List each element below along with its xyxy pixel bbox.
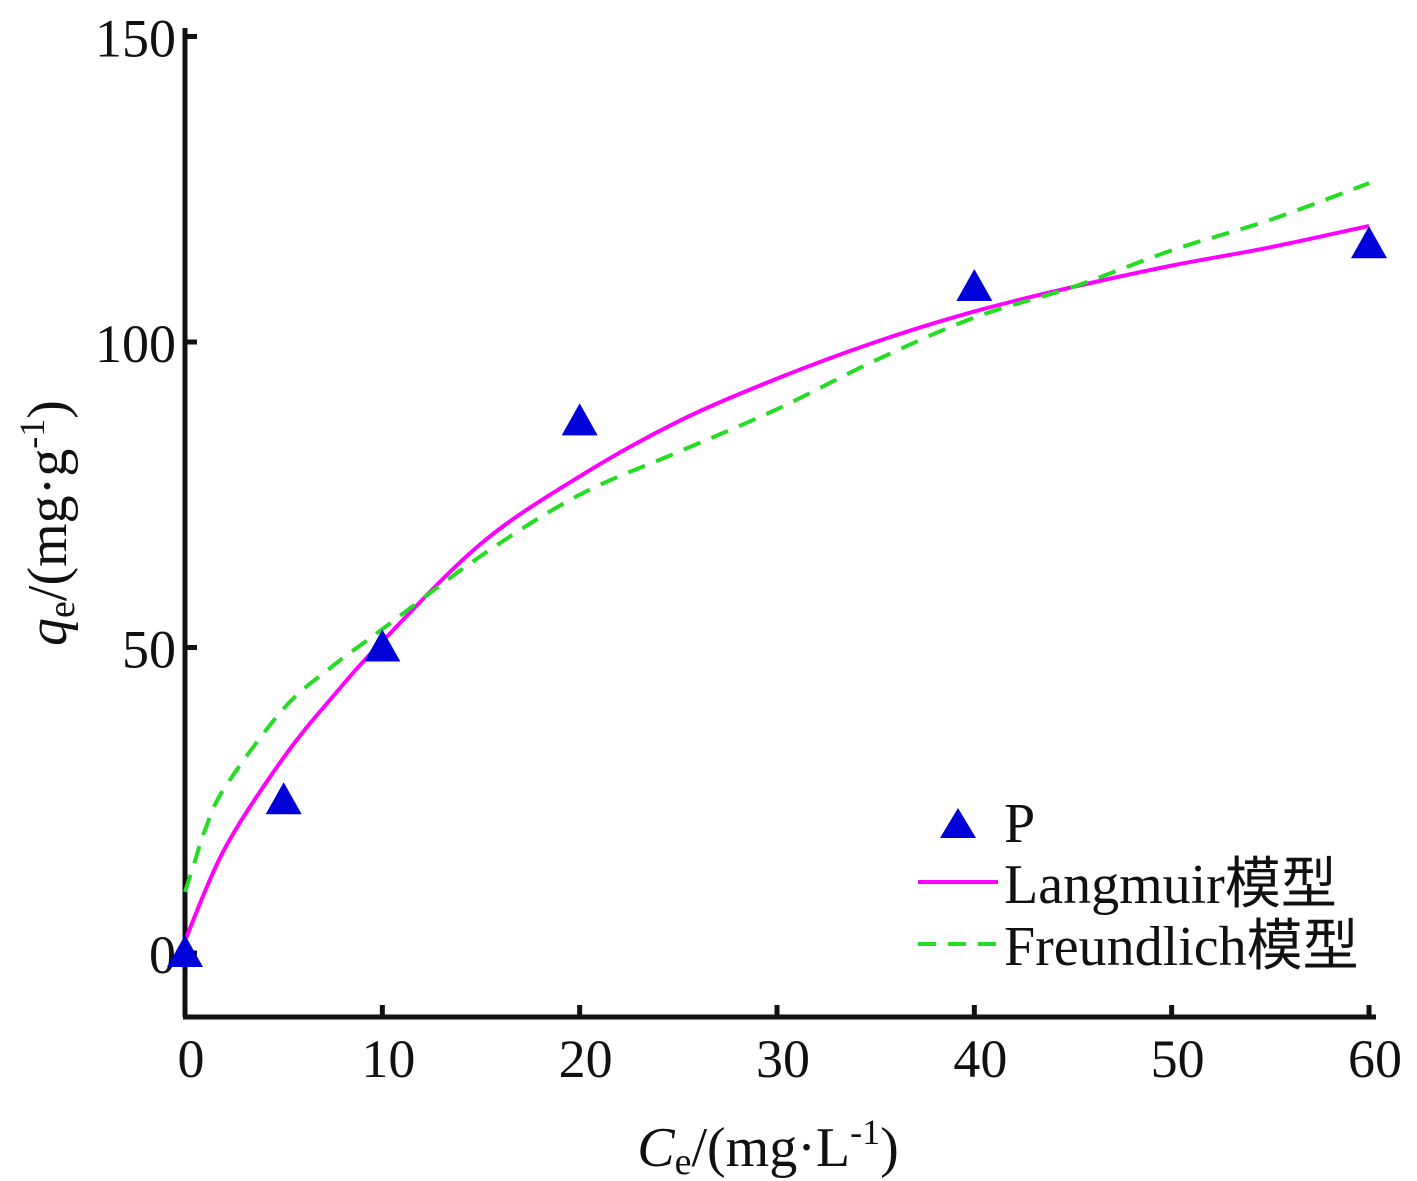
legend-triangle-marker [940,808,976,838]
y-axis-title: qe/(mg·g-1) [12,400,83,646]
y-tick-label: 50 [122,620,176,680]
y-ticks: 0 50 100 150 [95,9,197,985]
x-tick-label: 30 [756,1029,810,1089]
x-tick-label: 40 [953,1029,1007,1089]
legend-item-p: P [940,793,1035,855]
legend-item-freundlich: Freundlich模型 [918,916,1359,978]
y-tick-label: 150 [95,9,176,69]
y-tick-label: 100 [95,314,176,374]
legend-label-freundlich: Freundlich模型 [1004,916,1359,978]
series-layer [167,181,1387,967]
data-point-triangle [364,629,401,662]
x-tick-label: 60 [1348,1029,1402,1089]
x-axis-title: Ce/(mg·L-1) [637,1112,899,1181]
data-point-triangle [561,403,598,436]
x-tick-label: 50 [1151,1029,1205,1089]
data-point-triangle [956,269,993,302]
legend: P Langmuir模型 Freundlich模型 [918,793,1359,978]
data-point-triangle [265,782,302,815]
x-tick-label: 10 [361,1029,415,1089]
legend-label-langmuir: Langmuir模型 [1004,854,1337,916]
series-line-freundlich [183,181,1370,893]
y-tick-label: 0 [149,925,176,985]
x-tick-label: 20 [559,1029,613,1089]
legend-item-langmuir: Langmuir模型 [918,854,1337,916]
x-tick-label: 0 [178,1029,205,1089]
x-ticks: 0 10 20 30 40 50 60 [178,1005,1402,1089]
data-point-triangle [1351,226,1387,259]
legend-label-p: P [1004,793,1035,855]
data-point-triangle [167,935,203,967]
series-line-langmuir [183,223,1370,942]
